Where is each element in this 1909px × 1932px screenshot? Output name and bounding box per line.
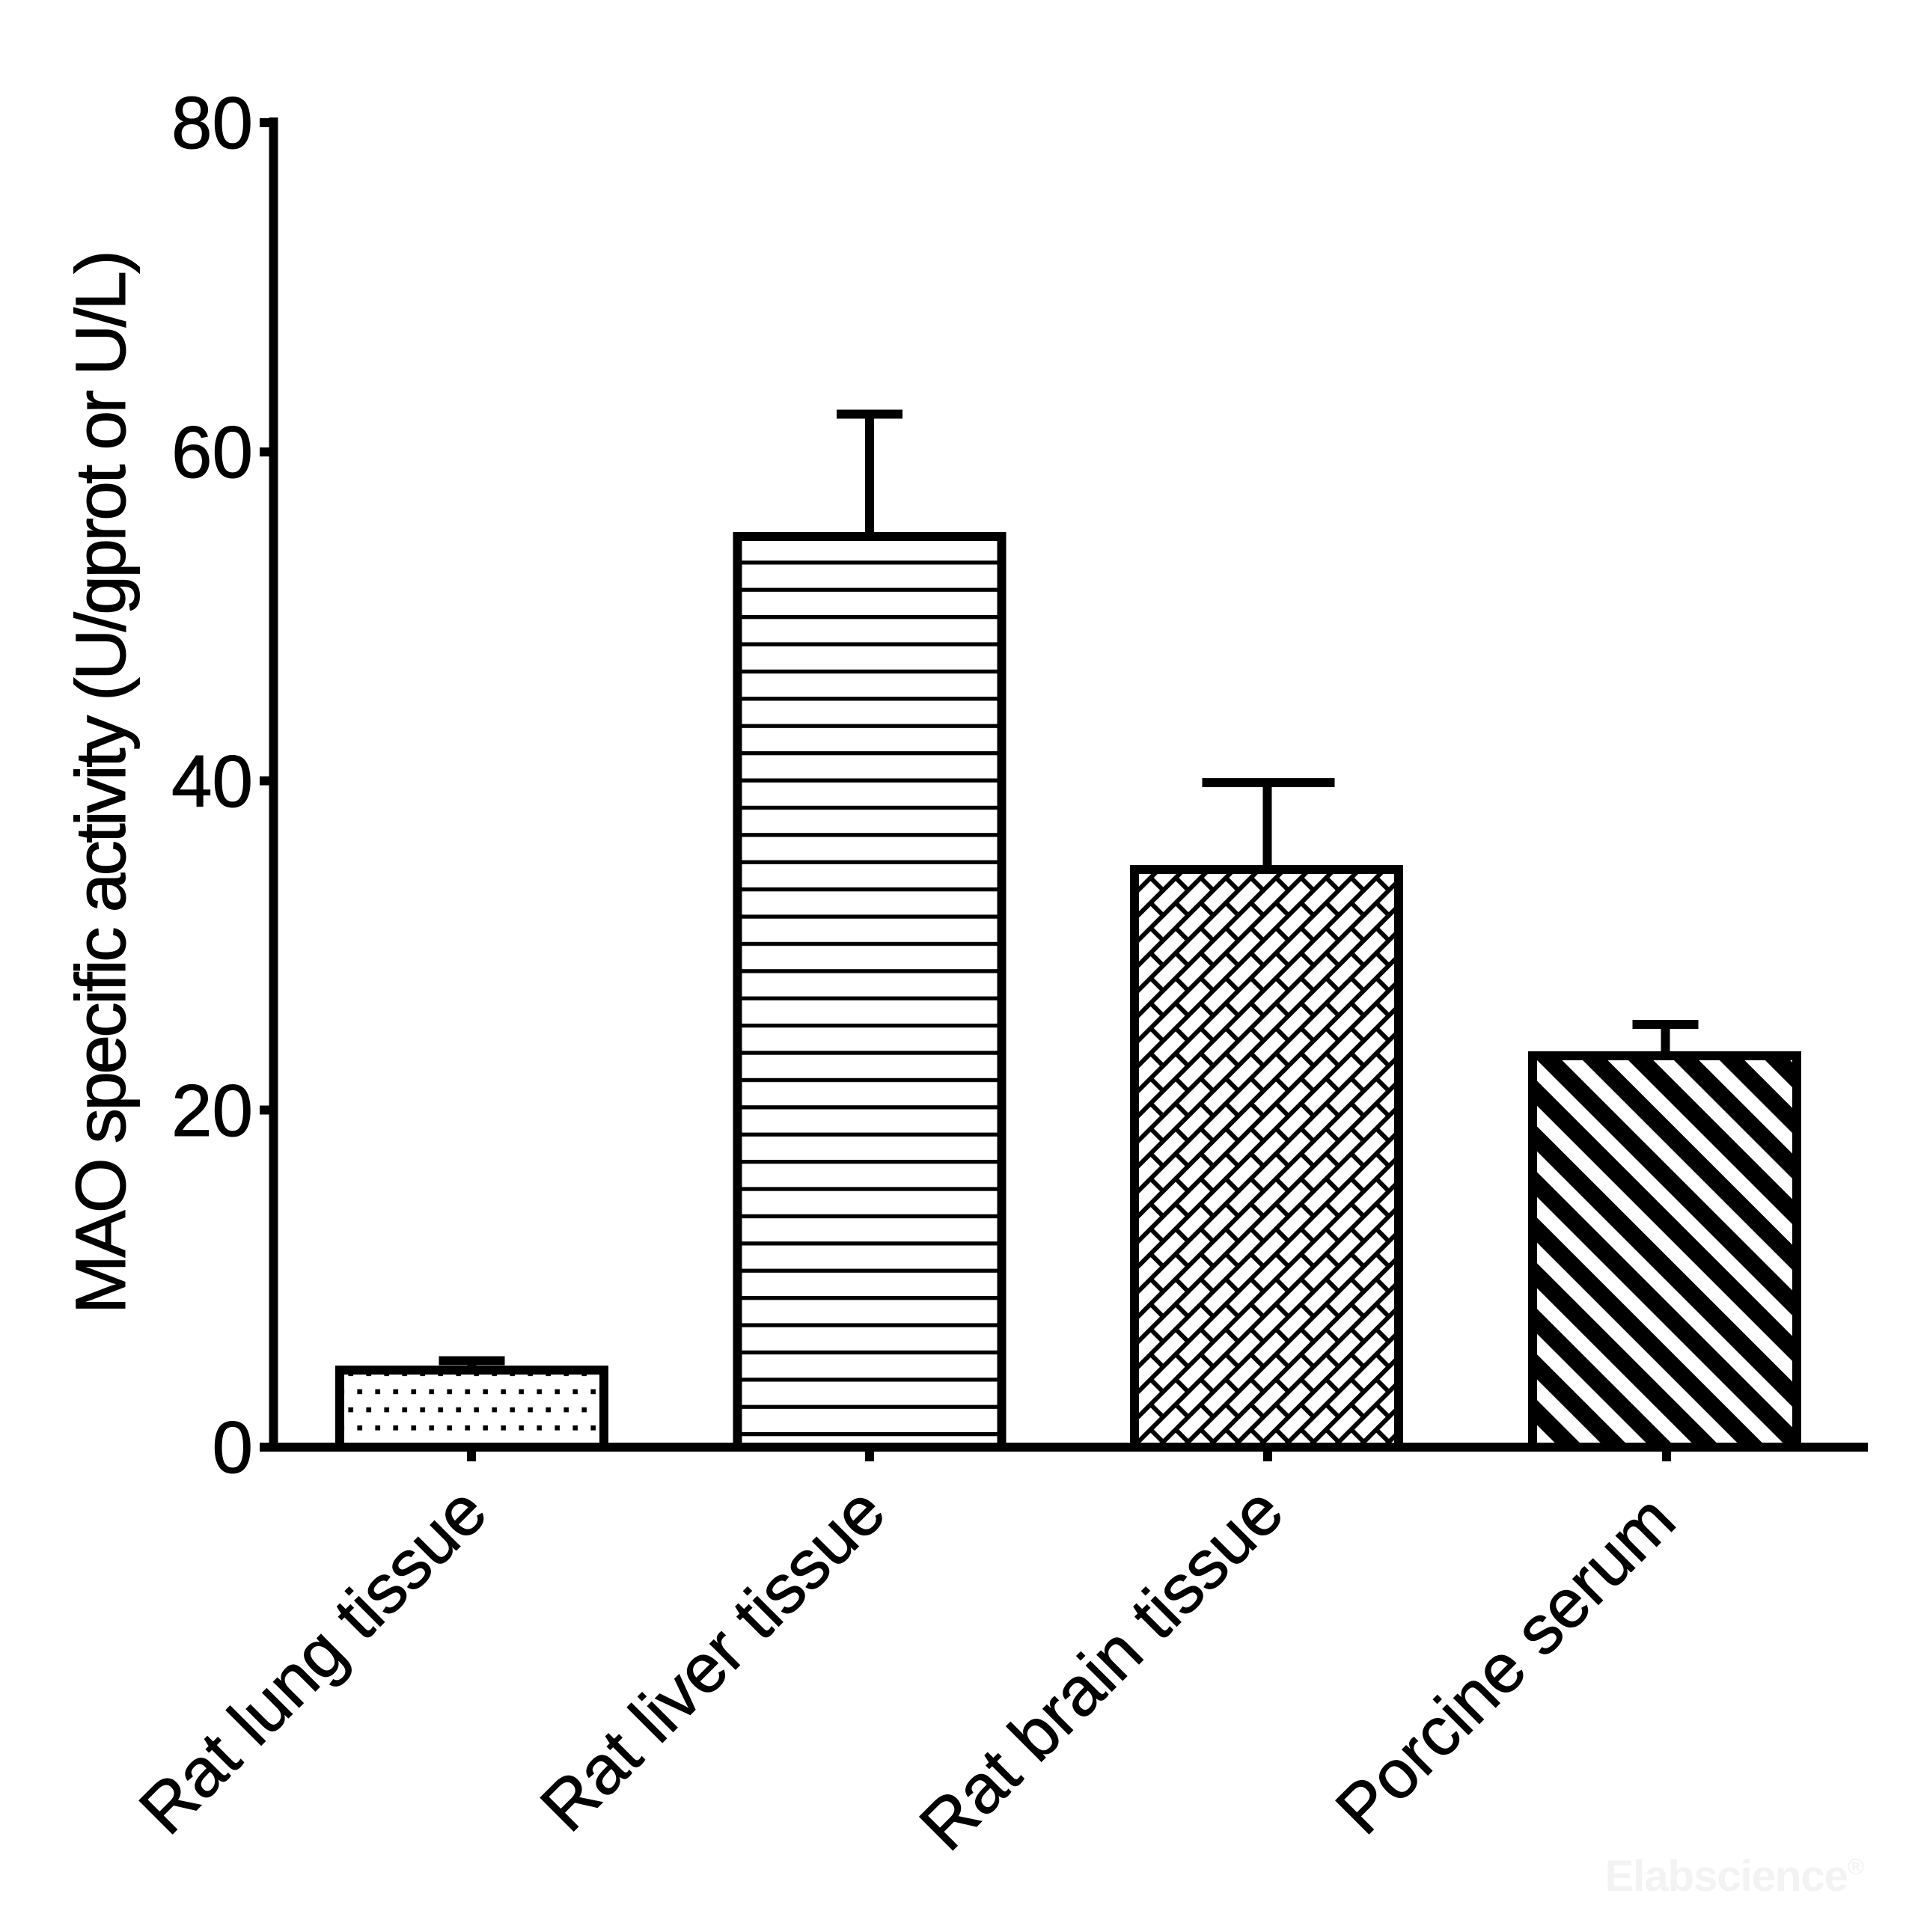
svg-text:80: 80	[171, 82, 253, 164]
svg-text:60: 60	[171, 411, 253, 493]
svg-text:40: 40	[171, 740, 253, 822]
svg-text:MAO specific activity (U/gprot: MAO specific activity (U/gprot or U/L)	[61, 253, 141, 1314]
svg-text:Elabscience®: Elabscience®	[1605, 1852, 1864, 1901]
svg-text:0: 0	[212, 1406, 253, 1488]
svg-text:20: 20	[171, 1069, 253, 1152]
